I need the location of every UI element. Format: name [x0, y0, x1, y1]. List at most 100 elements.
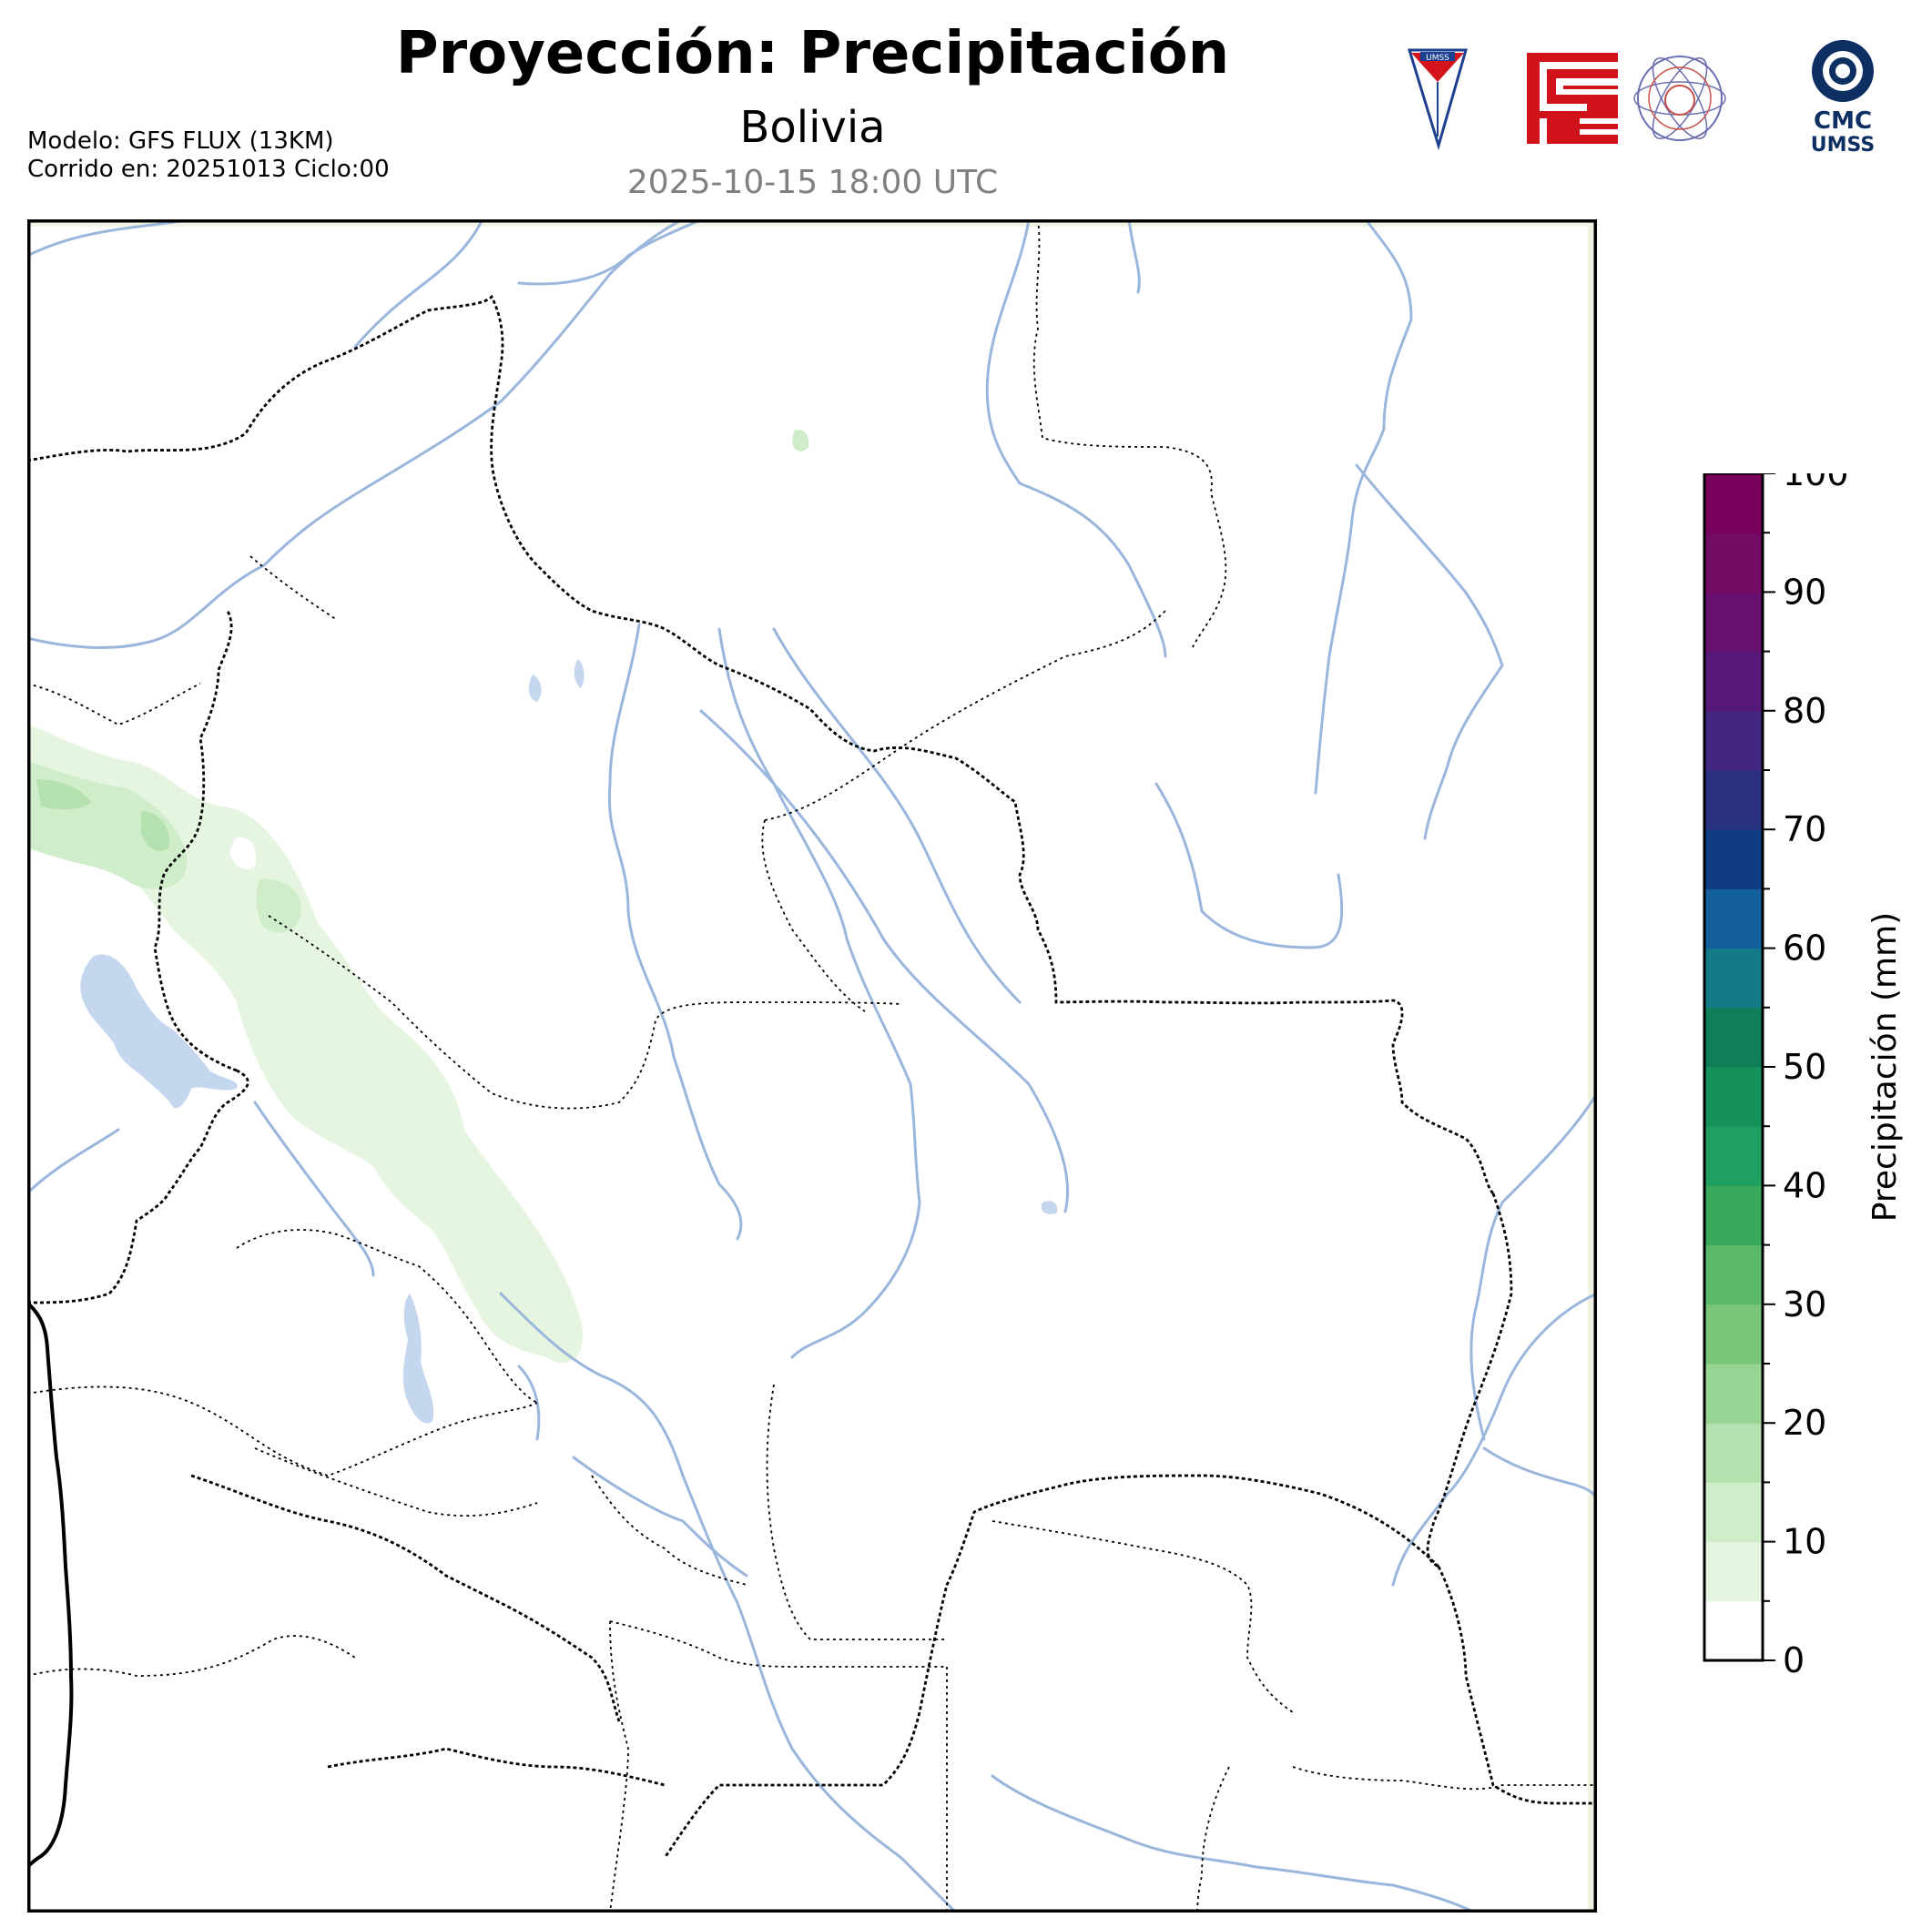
precipitation-map [27, 219, 1597, 1913]
river-11 [1314, 219, 1413, 795]
pacific-coastline [27, 1301, 74, 1869]
colorbar-swatch [1704, 1304, 1763, 1365]
dept-border-9 [236, 1229, 538, 1404]
river-4 [517, 219, 703, 286]
dept-border-18 [1292, 1766, 1597, 1791]
institution-logos: UMSS CMC UMSS [1407, 40, 1875, 155]
bolivia-border-east [1426, 1192, 1513, 1568]
river-15 [1391, 1292, 1597, 1587]
river-18 [499, 1292, 958, 1913]
precip-area-medium-2 [256, 878, 301, 933]
precipitation-field [27, 429, 809, 1364]
department-borders [27, 219, 1597, 1913]
dept-border-5 [761, 819, 866, 1012]
colorbar-swatch [1704, 1067, 1763, 1127]
colorbar-swatch [1704, 592, 1763, 653]
colorbar-swatch [1704, 1185, 1763, 1246]
precip-area-high [36, 779, 91, 810]
river-5 [607, 623, 743, 1241]
lakes [80, 659, 1058, 1424]
model-run: Corrido en: 20251013 Ciclo:00 [27, 156, 390, 183]
river-9 [985, 219, 1167, 658]
river-17 [253, 1101, 375, 1277]
colorbar-label: Precipitación (mm) [1866, 912, 1904, 1222]
bolivia-border-west [27, 1069, 249, 1304]
colorbar-swatch [1704, 1364, 1763, 1424]
colorbar-tick-label: 90 [1783, 572, 1826, 612]
colorbar-tick-label: 70 [1783, 809, 1826, 849]
cmc-logo-text: CMC [1814, 107, 1872, 135]
colorbar-swatch [1704, 1423, 1763, 1483]
model-info: Modelo: GFS FLUX (13KM) Corrido en: 2025… [27, 127, 390, 184]
dept-border-12 [991, 1520, 1294, 1713]
colorbar-swatch [1704, 710, 1763, 771]
river-7 [772, 627, 1022, 1004]
lake-small-3 [1041, 1201, 1058, 1214]
bolivia-border-south [663, 1474, 1439, 1859]
faculty-logo [1527, 53, 1618, 144]
lake-poopo [402, 1294, 434, 1424]
colorbar-tick-label: 30 [1783, 1284, 1826, 1324]
river-8 [699, 709, 1070, 1213]
river-19 [572, 1456, 748, 1578]
dept-border-10 [591, 1475, 747, 1586]
map-subtitle: Bolivia [739, 102, 886, 153]
river-3 [27, 219, 685, 649]
colorbar-swatches [1704, 473, 1763, 1661]
colorbar-swatch [1704, 1600, 1763, 1661]
colorbar-tick-label: 80 [1783, 691, 1826, 731]
umss-shield-logo: UMSS [1407, 48, 1468, 151]
river-13 [1154, 782, 1344, 949]
department-seal-logo [1633, 56, 1726, 141]
colorbar-swatch [1704, 651, 1763, 712]
river-10 [1127, 219, 1141, 294]
precip-area-high-2 [141, 811, 169, 852]
dept-border-8 [254, 1447, 538, 1517]
model-name: Modelo: GFS FLUX (13KM) [27, 127, 334, 155]
map-title: Proyección: Precipitación [395, 20, 1230, 87]
colorbar-swatch [1704, 1541, 1763, 1602]
colorbar-swatch [1704, 770, 1763, 830]
colorbar-tick-label: 20 [1783, 1403, 1826, 1443]
lake-small-1 [528, 675, 542, 702]
bolivia-border-sw [190, 1474, 621, 1722]
precip-hole [229, 837, 257, 870]
colorbar-swatch [1704, 888, 1763, 949]
colorbar-swatch [1704, 948, 1763, 1009]
river-12 [1355, 463, 1504, 840]
national-borders [27, 294, 1597, 1859]
colorbar-swatch [1704, 829, 1763, 889]
dept-border-2 [27, 683, 201, 726]
dept-border-17 [1196, 1766, 1230, 1913]
colorbar-swatch [1704, 1126, 1763, 1186]
bolivia-border-peru [153, 610, 238, 1072]
colorbar-tick-label: 60 [1783, 928, 1826, 969]
colorbar-ticks: 0 10 20 30 40 50 60 70 80 90 100 [1763, 473, 1849, 1675]
river-2 [353, 219, 484, 349]
forecast-datetime: 2025-10-15 18:00 UTC [626, 164, 999, 201]
dept-border-3 [268, 915, 902, 1110]
colorbar-tick-label: 50 [1783, 1047, 1826, 1087]
colorbar-swatch [1704, 1244, 1763, 1305]
dept-border-14 [27, 1635, 356, 1677]
river-22 [27, 1128, 120, 1195]
lake-small-2 [574, 659, 585, 688]
dept-border-13 [609, 1620, 947, 1668]
colorbar-tick-label: 100 [1783, 473, 1849, 493]
rivers [27, 219, 1597, 1913]
dept-border-4 [764, 610, 1166, 821]
colorbar-tick-label: 0 [1783, 1640, 1805, 1675]
colorbar-swatch [1704, 1482, 1763, 1543]
colorbar-tick-label: 10 [1783, 1522, 1826, 1562]
precip-spot-north [792, 429, 809, 452]
precipitation-colorbar: 0 10 20 30 40 50 60 70 80 90 100 Precipitación (mm… [1703, 473, 1904, 1675]
svg-text:UMSS: UMSS [1426, 54, 1449, 63]
cmc-umss-logo: CMC UMSS [1811, 40, 1875, 155]
bolivia-border-sse [1437, 1566, 1597, 1805]
river-20 [991, 1774, 1477, 1913]
bolivia-border-north [27, 294, 1495, 1194]
river-14 [1469, 1091, 1597, 1441]
cmc-logo-umss-text: UMSS [1811, 134, 1875, 155]
colorbar-swatch [1704, 533, 1763, 593]
colorbar-tick-label: 40 [1783, 1165, 1826, 1205]
